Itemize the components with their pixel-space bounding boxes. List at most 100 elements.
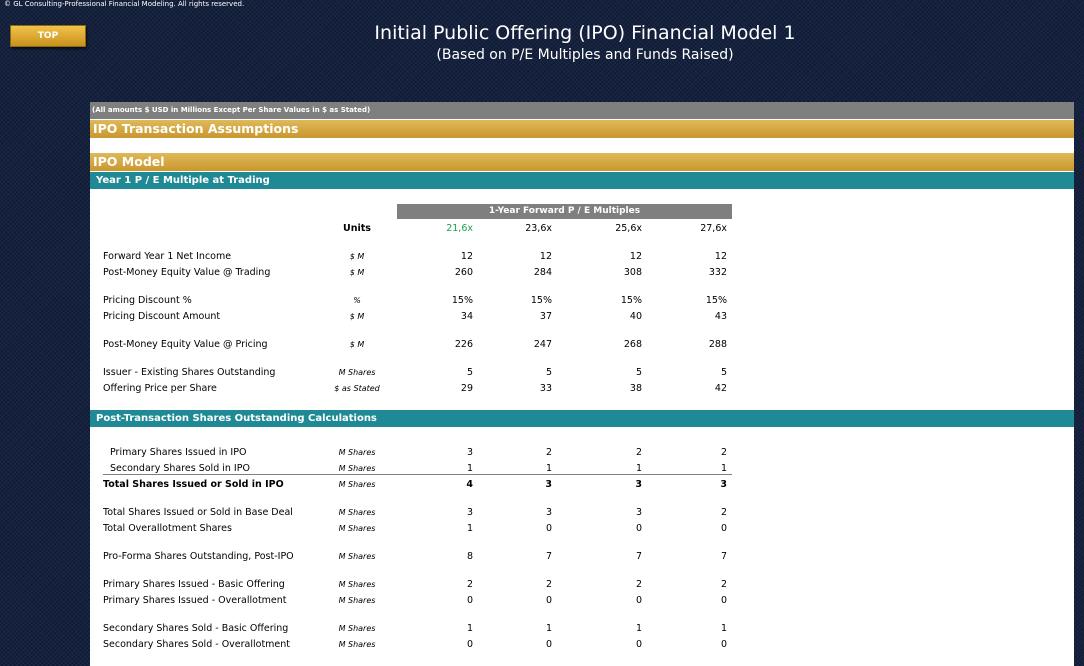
table-row: Pro-Forma Shares Outstanding, Post-IPO M … bbox=[90, 551, 1074, 565]
value-cell[interactable]: 33 bbox=[539, 383, 552, 394]
value-cell[interactable]: 1 bbox=[635, 463, 642, 474]
row-label: Pricing Discount Amount bbox=[103, 311, 221, 322]
value-cell[interactable]: 1 bbox=[466, 623, 473, 634]
value-cell[interactable]: 5 bbox=[545, 367, 552, 378]
value-cell[interactable]: 1 bbox=[545, 463, 552, 474]
value-cell[interactable]: 0 bbox=[720, 523, 727, 534]
value-cell[interactable]: 288 bbox=[708, 339, 727, 350]
table-row: Primary Shares Issued - Overallotment M S… bbox=[90, 595, 1074, 609]
value-cell[interactable]: 3 bbox=[720, 479, 727, 490]
page-title: Initial Public Offering (IPO) Financial … bbox=[374, 22, 796, 44]
value-cell[interactable]: 3 bbox=[635, 507, 642, 518]
value-cell[interactable]: 3 bbox=[545, 507, 552, 518]
value-cell[interactable]: 5 bbox=[635, 367, 642, 378]
value-cell[interactable]: 0 bbox=[635, 595, 642, 606]
value-cell[interactable]: 5 bbox=[720, 367, 727, 378]
value-cell[interactable]: 5 bbox=[466, 367, 473, 378]
value-cell[interactable]: 1 bbox=[720, 623, 727, 634]
value-cell[interactable]: 4 bbox=[466, 479, 473, 490]
table-row: Post-Money Equity Value @ Pricing $ M 226 2… bbox=[90, 339, 1074, 353]
value-cell[interactable]: 42 bbox=[714, 383, 727, 394]
value-cell[interactable]: 1 bbox=[466, 463, 473, 474]
value-cell[interactable]: 0 bbox=[545, 639, 552, 650]
section-ipo-transaction-assumptions[interactable]: IPO Transaction Assumptions bbox=[90, 120, 1074, 138]
table-row: Secondary Shares Sold - Overallotment M S… bbox=[90, 639, 1074, 653]
section-pe-multiple: Year 1 P / E Multiple at Trading bbox=[90, 172, 1074, 189]
value-cell[interactable]: 43 bbox=[714, 311, 727, 322]
table-row: Secondary Shares Sold - Basic Offering M … bbox=[90, 623, 1074, 637]
section-post-transaction: Post-Transaction Shares Outstanding Calc… bbox=[90, 410, 1074, 427]
value-cell[interactable]: 2 bbox=[720, 579, 727, 590]
row-label: Secondary Shares Sold - Overallotment bbox=[103, 639, 291, 650]
multiple-cell[interactable]: 25,6x bbox=[615, 223, 642, 234]
value-cell[interactable]: 284 bbox=[533, 267, 552, 278]
row-label: Post-Money Equity Value @ Trading bbox=[103, 267, 271, 278]
multiple-cell[interactable]: 23,6x bbox=[525, 223, 552, 234]
value-cell[interactable]: 268 bbox=[623, 339, 642, 350]
value-cell[interactable]: 8 bbox=[466, 551, 473, 562]
value-cell[interactable]: 247 bbox=[533, 339, 552, 350]
value-cell[interactable]: 332 bbox=[708, 267, 727, 278]
row-label: Total Shares Issued or Sold in IPO bbox=[103, 479, 284, 490]
value-cell[interactable]: 0 bbox=[635, 639, 642, 650]
value-cell[interactable]: 1 bbox=[466, 523, 473, 534]
value-cell[interactable]: 226 bbox=[454, 339, 473, 350]
value-cell[interactable]: 12 bbox=[539, 251, 552, 262]
value-cell[interactable]: 15% bbox=[530, 295, 552, 306]
value-cell[interactable]: 0 bbox=[635, 523, 642, 534]
value-cell[interactable]: 29 bbox=[460, 383, 473, 394]
value-cell[interactable]: 0 bbox=[720, 639, 727, 650]
row-unit: $ M bbox=[349, 252, 365, 261]
row-label: Pricing Discount % bbox=[103, 295, 192, 306]
value-cell[interactable]: 0 bbox=[466, 639, 473, 650]
value-cell[interactable]: 7 bbox=[545, 551, 552, 562]
table-row: Total Overallotment Shares M Shares 1 0 0 0 bbox=[90, 523, 1074, 537]
value-cell[interactable]: 0 bbox=[466, 595, 473, 606]
multiple-cell[interactable]: 21,6x bbox=[446, 223, 473, 234]
value-cell[interactable]: 0 bbox=[545, 523, 552, 534]
value-cell[interactable]: 7 bbox=[720, 551, 727, 562]
value-cell[interactable]: 1 bbox=[635, 623, 642, 634]
row-unit: M Shares bbox=[338, 448, 376, 457]
value-cell[interactable]: 260 bbox=[454, 267, 473, 278]
value-cell[interactable]: 38 bbox=[629, 383, 642, 394]
value-cell[interactable]: 2 bbox=[635, 579, 642, 590]
table-row: Offering Price per Share $ as Stated 29 33 3… bbox=[90, 383, 1074, 397]
row-unit: M Shares bbox=[338, 596, 376, 605]
value-cell[interactable]: 1 bbox=[720, 463, 727, 474]
value-cell[interactable]: 40 bbox=[629, 311, 642, 322]
value-cell[interactable]: 2 bbox=[720, 447, 727, 458]
row-unit: M Shares bbox=[338, 508, 376, 517]
amounts-note: (All amounts $ USD in Millions Except Pe… bbox=[90, 102, 1074, 119]
section-ipo-model[interactable]: IPO Model bbox=[90, 153, 1074, 171]
value-cell[interactable]: 15% bbox=[705, 295, 727, 306]
value-cell[interactable]: 0 bbox=[545, 595, 552, 606]
value-cell[interactable]: 12 bbox=[714, 251, 727, 262]
value-cell[interactable]: 1 bbox=[545, 623, 552, 634]
value-cell[interactable]: 2 bbox=[720, 507, 727, 518]
value-cell[interactable]: 2 bbox=[635, 447, 642, 458]
value-cell[interactable]: 15% bbox=[620, 295, 642, 306]
value-cell[interactable]: 308 bbox=[623, 267, 642, 278]
row-label: Total Overallotment Shares bbox=[103, 523, 232, 534]
value-cell[interactable]: 0 bbox=[720, 595, 727, 606]
value-cell[interactable]: 2 bbox=[466, 579, 473, 590]
value-cell[interactable]: 3 bbox=[545, 479, 552, 490]
value-cell[interactable]: 12 bbox=[460, 251, 473, 262]
value-cell[interactable]: 3 bbox=[466, 507, 473, 518]
value-cell[interactable]: 15% bbox=[451, 295, 473, 306]
row-label: Secondary Shares Sold in IPO bbox=[110, 463, 250, 474]
value-cell[interactable]: 2 bbox=[545, 579, 552, 590]
top-button[interactable]: TOP bbox=[10, 25, 86, 47]
multiple-cell[interactable]: 27,6x bbox=[700, 223, 727, 234]
row-unit: $ M bbox=[349, 268, 365, 277]
value-cell[interactable]: 2 bbox=[545, 447, 552, 458]
value-cell[interactable]: 3 bbox=[635, 479, 642, 490]
value-cell[interactable]: 12 bbox=[629, 251, 642, 262]
value-cell[interactable]: 34 bbox=[460, 311, 473, 322]
table-row: Issuer - Existing Shares Outstanding M Sh… bbox=[90, 367, 1074, 381]
table-row: Pricing Discount %% 15% 15% 15% 15% bbox=[90, 295, 1074, 309]
value-cell[interactable]: 7 bbox=[635, 551, 642, 562]
value-cell[interactable]: 3 bbox=[466, 447, 473, 458]
value-cell[interactable]: 37 bbox=[539, 311, 552, 322]
